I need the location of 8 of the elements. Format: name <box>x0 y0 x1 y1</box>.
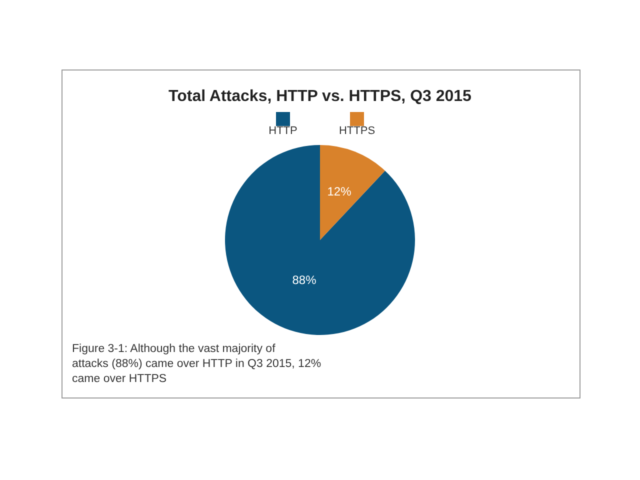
pie-slice <box>225 145 415 335</box>
legend-label: HTTPS <box>338 125 376 137</box>
chart-title: Total Attacks, HTTP vs. HTTPS, Q3 2015 <box>168 88 472 105</box>
caption: Figure 3-1: Although the vast majority of attacks (88%) came over HTTP in Q3 2015, 12% came over HTTPS <box>72 343 322 385</box>
legend-label: HTTP <box>268 125 298 137</box>
data-label: 88% <box>292 272 317 287</box>
pie-slice <box>320 145 386 240</box>
data-label: 12% <box>327 184 352 199</box>
